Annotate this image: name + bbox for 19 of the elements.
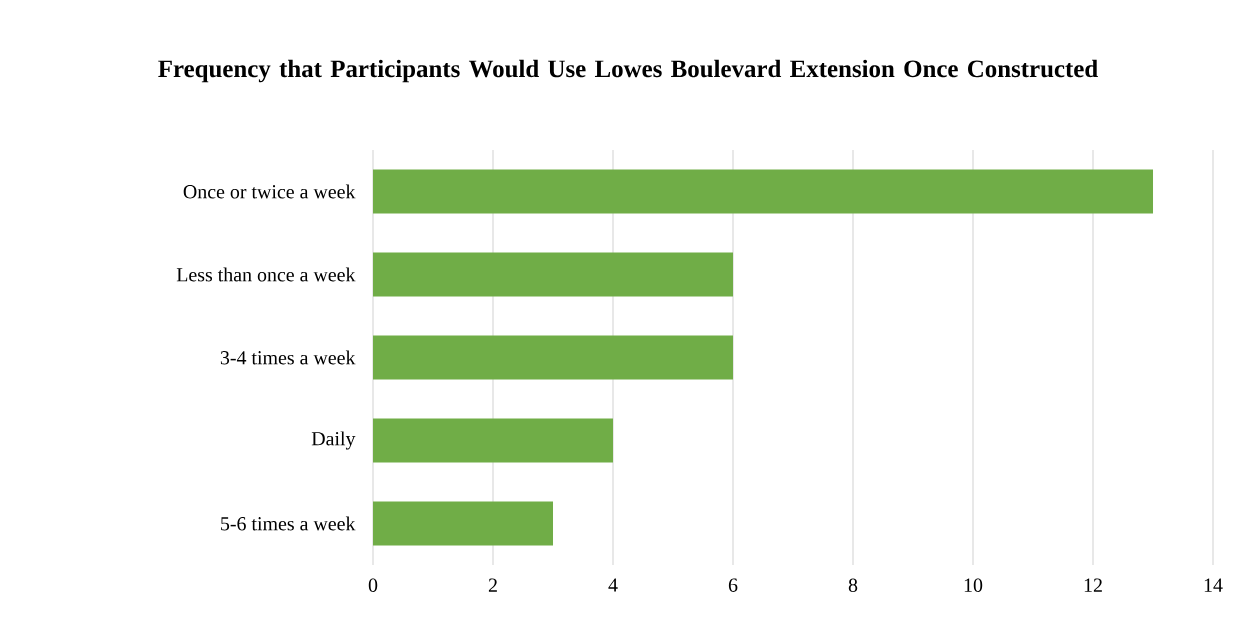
y-tick-label: 5-6 times a week	[221, 516, 356, 531]
bar	[373, 252, 734, 297]
chart-title: Frequency that Participants Would Use Lowes Boulevard Extension Once Constructed	[158, 59, 1098, 83]
y-tick-label: 3-4 times a week	[220, 350, 356, 365]
bar	[373, 169, 1154, 214]
x-tick-label: 14	[1204, 578, 1223, 592]
bar	[373, 418, 614, 463]
y-tick-label: Once or twice a week	[183, 184, 356, 199]
bar	[373, 335, 734, 380]
x-tick-label: 10	[964, 578, 983, 592]
x-tick-label: 6	[728, 578, 738, 592]
y-tick-label: Less than once a week	[176, 267, 356, 282]
bar	[373, 501, 554, 546]
x-tick-label: 4	[608, 578, 618, 592]
x-tick-label: 0	[368, 578, 378, 592]
x-tick-label: 12	[1084, 578, 1102, 592]
x-tick-label: 2	[488, 578, 497, 592]
y-tick-label: Daily	[311, 431, 356, 450]
x-tick-label: 8	[848, 578, 858, 592]
